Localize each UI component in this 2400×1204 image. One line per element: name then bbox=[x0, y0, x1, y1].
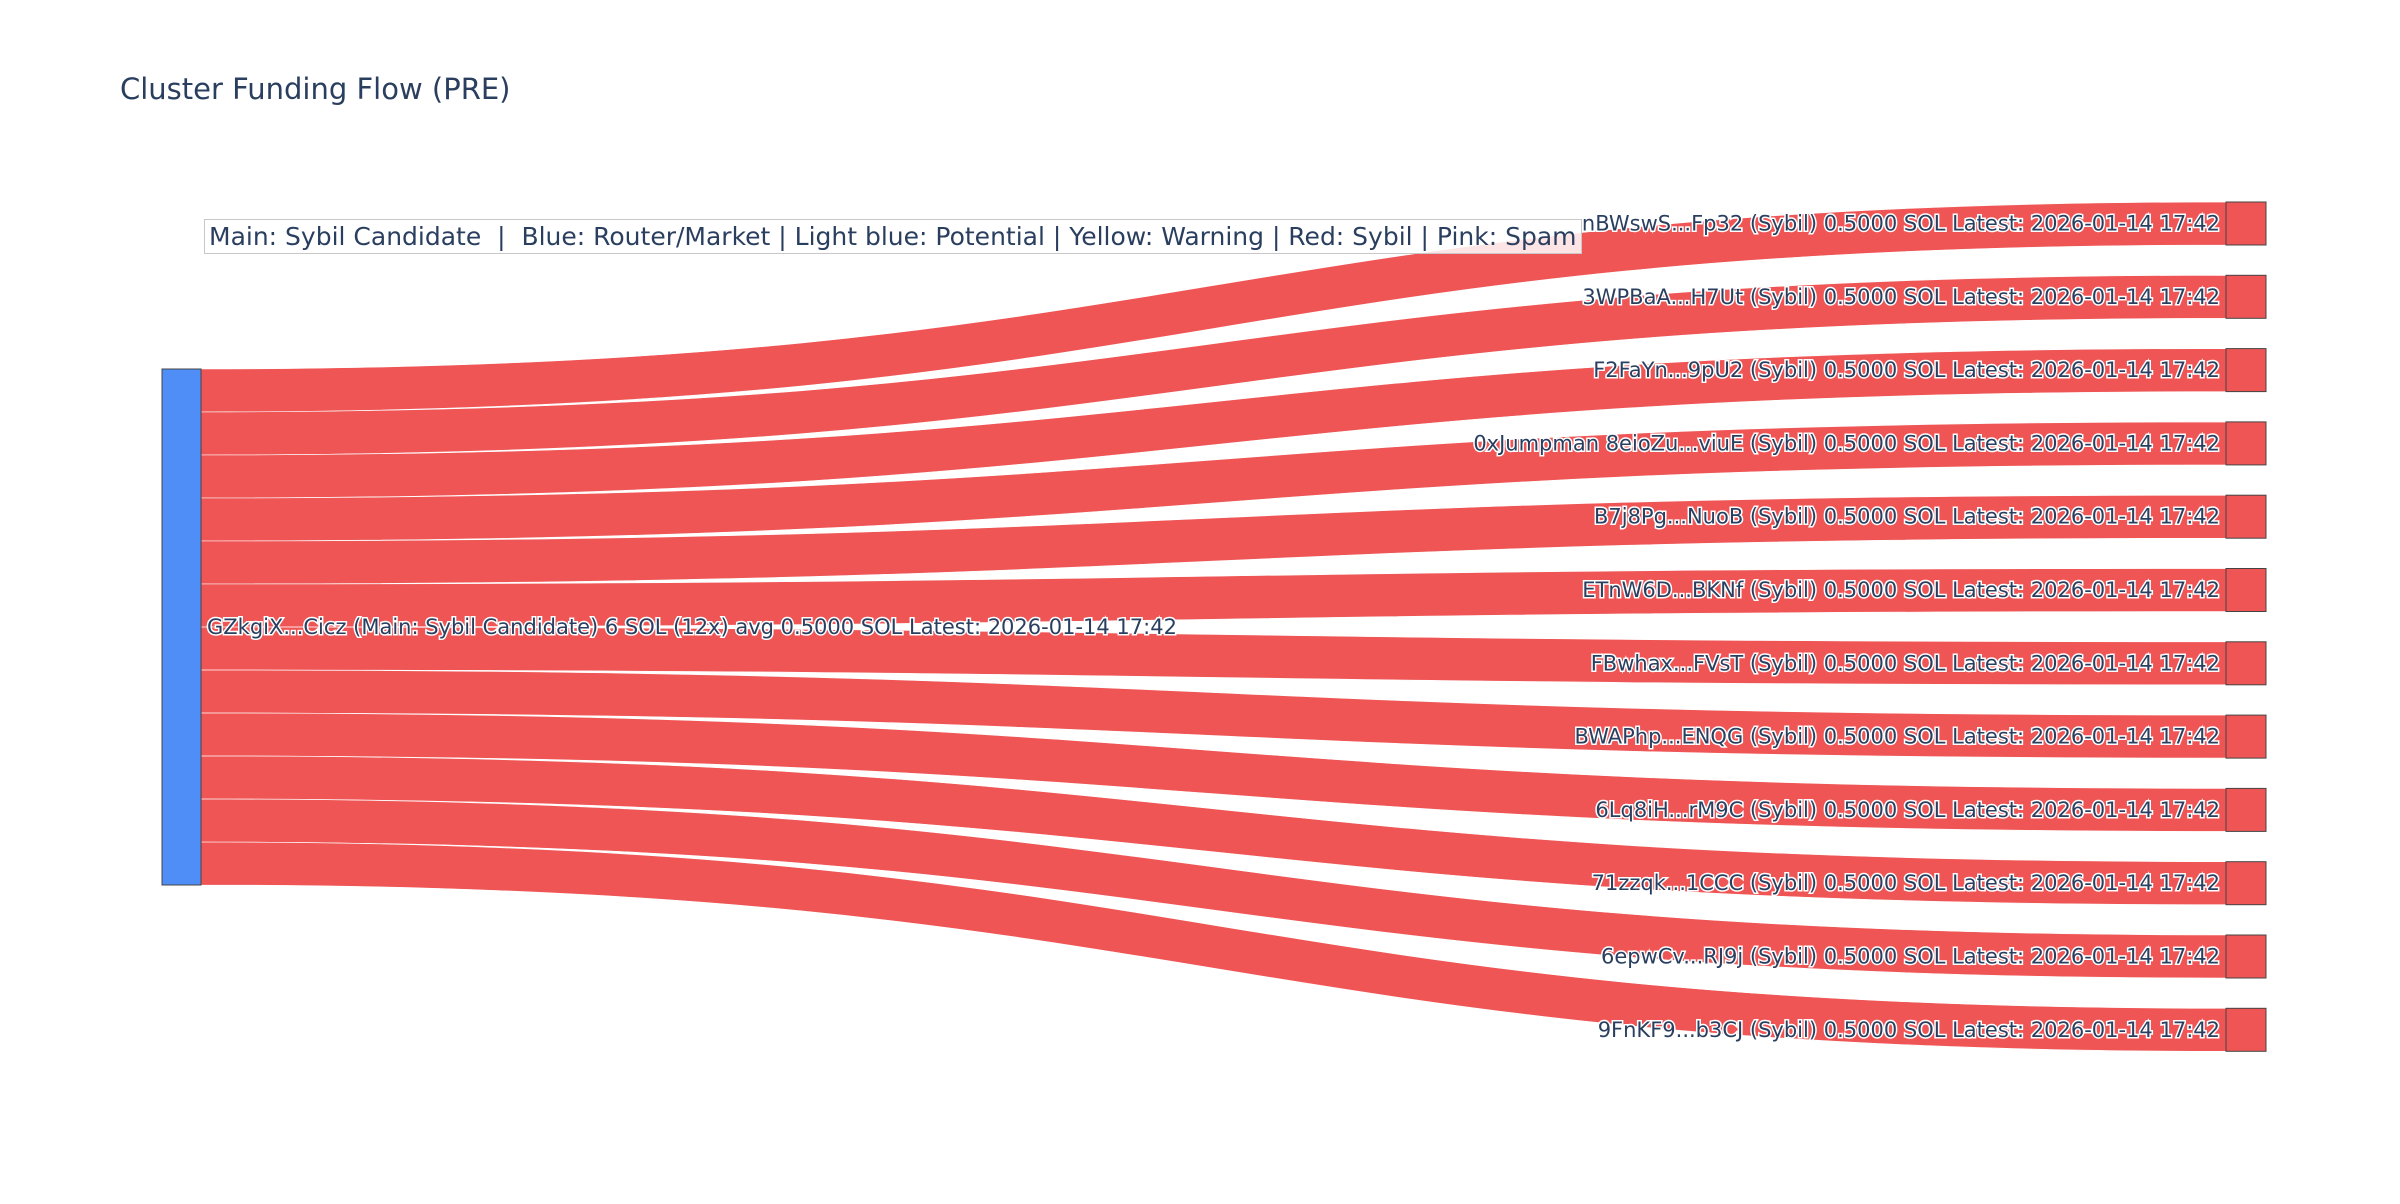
target-node-label: nBWswS...Fp32 (Sybil) 0.5000 SOL Latest:… bbox=[1582, 212, 2220, 236]
target-node[interactable] bbox=[2225, 201, 2267, 246]
target-node-label: 9FnKF9...b3CJ (Sybil) 0.5000 SOL Latest:… bbox=[1598, 1018, 2220, 1042]
target-node[interactable] bbox=[2225, 641, 2267, 686]
legend-annotation: Main: Sybil Candidate | Blue: Router/Mar… bbox=[204, 219, 1582, 254]
target-node-label: BWAPhp...ENQG (Sybil) 0.5000 SOL Latest:… bbox=[1574, 725, 2220, 749]
target-node[interactable] bbox=[2225, 714, 2267, 759]
target-node[interactable] bbox=[2225, 934, 2267, 979]
target-node-label: 71zzqk...1CCC (Sybil) 0.5000 SOL Latest:… bbox=[1592, 871, 2220, 895]
target-node-label: F2FaYn...9pU2 (Sybil) 0.5000 SOL Latest:… bbox=[1593, 358, 2220, 382]
target-node[interactable] bbox=[2225, 568, 2267, 612]
target-node-label: ETnW6D...BKNf (Sybil) 0.5000 SOL Latest:… bbox=[1582, 578, 2220, 602]
target-node[interactable] bbox=[2225, 274, 2267, 319]
target-node-label: 6Lq8iH...rM9C (Sybil) 0.5000 SOL Latest:… bbox=[1595, 798, 2220, 822]
source-node[interactable] bbox=[161, 368, 202, 886]
target-node-label: FBwhax...FVsT (Sybil) 0.5000 SOL Latest:… bbox=[1591, 651, 2220, 675]
target-node-label: 3WPBaA...H7Ut (Sybil) 0.5000 SOL Latest:… bbox=[1582, 285, 2220, 309]
target-node-label: 0xJumpman 8eioZu...viuE (Sybil) 0.5000 S… bbox=[1473, 431, 2220, 455]
target-node[interactable] bbox=[2225, 787, 2267, 832]
target-node[interactable] bbox=[2225, 421, 2267, 466]
chart-title: Cluster Funding Flow (PRE) bbox=[120, 72, 511, 106]
target-node[interactable] bbox=[2225, 494, 2267, 539]
target-node-label: 6epwCv...RJ9j (Sybil) 0.5000 SOL Latest:… bbox=[1601, 945, 2220, 969]
target-node[interactable] bbox=[2225, 348, 2267, 393]
target-node-label: B7j8Pg...NuoB (Sybil) 0.5000 SOL Latest:… bbox=[1594, 505, 2220, 529]
target-node[interactable] bbox=[2225, 861, 2267, 906]
source-node-label: GZkgiX...Cicz (Main: Sybil Candidate) 6 … bbox=[207, 615, 1177, 639]
target-node[interactable] bbox=[2225, 1007, 2267, 1052]
